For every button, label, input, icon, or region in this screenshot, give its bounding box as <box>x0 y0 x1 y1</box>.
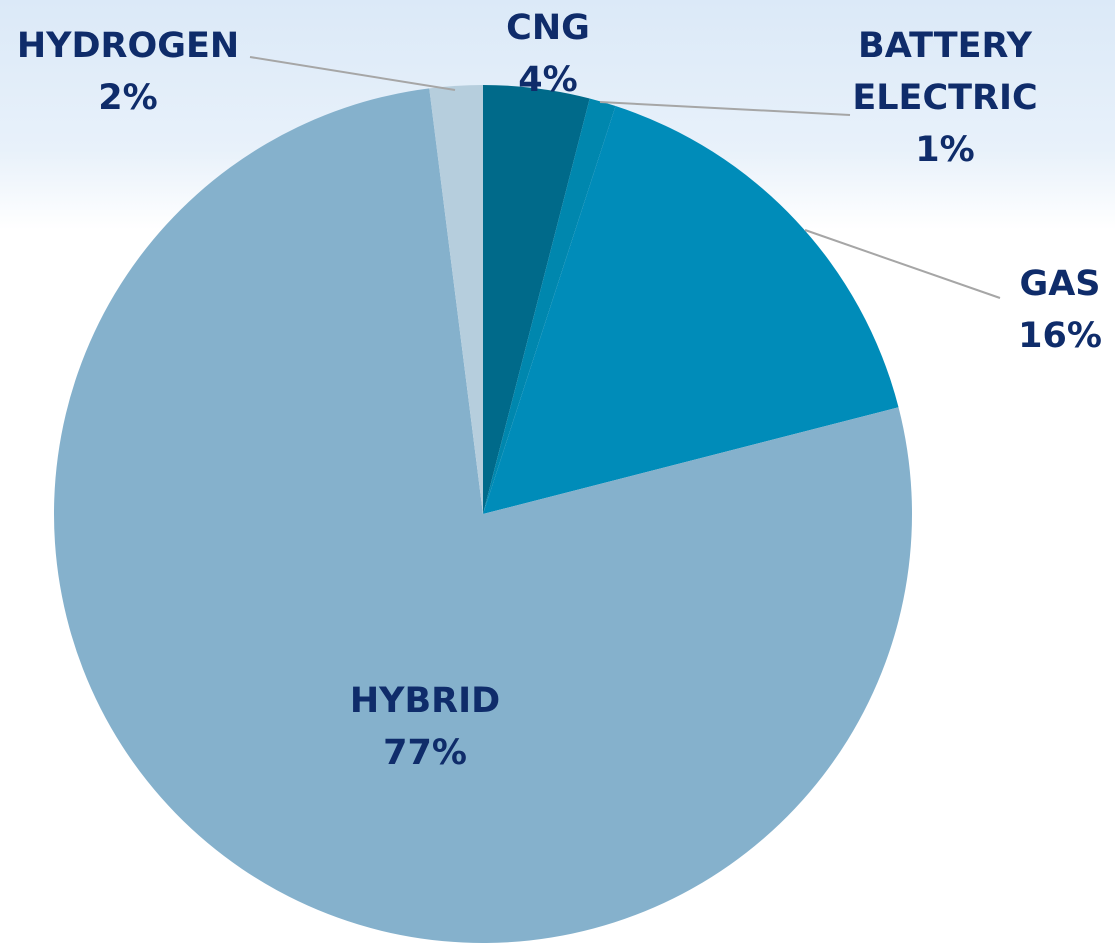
value-label: 4% <box>518 60 578 100</box>
leader-lines <box>249 56 1001 299</box>
slice-label: BATTERY ELECTRIC 1% <box>830 20 1060 176</box>
value-label: 77% <box>383 733 467 773</box>
category-label: BATTERY ELECTRIC <box>852 26 1038 118</box>
slice-label: HYDROGEN 2% <box>17 20 239 124</box>
leader-line <box>249 56 456 91</box>
leader-line <box>599 101 851 116</box>
slice-label: CNG 4% <box>506 2 590 106</box>
pie-slice <box>54 88 912 943</box>
value-label: 1% <box>915 130 975 170</box>
slice-label: HYBRID 77% <box>350 675 500 779</box>
value-label: 16% <box>1018 316 1102 356</box>
pie-slice <box>483 98 616 515</box>
value-label: 2% <box>98 78 158 118</box>
pie-slice <box>483 85 590 514</box>
pie-slice <box>429 85 483 514</box>
category-label: GAS <box>1019 264 1101 304</box>
category-label: HYDROGEN <box>16 26 240 66</box>
category-label: HYBRID <box>349 681 501 721</box>
pie-slice <box>483 105 899 514</box>
slice-label: GAS 16% <box>1018 258 1102 362</box>
category-label: CNG <box>506 8 590 48</box>
leader-line <box>804 229 1001 299</box>
